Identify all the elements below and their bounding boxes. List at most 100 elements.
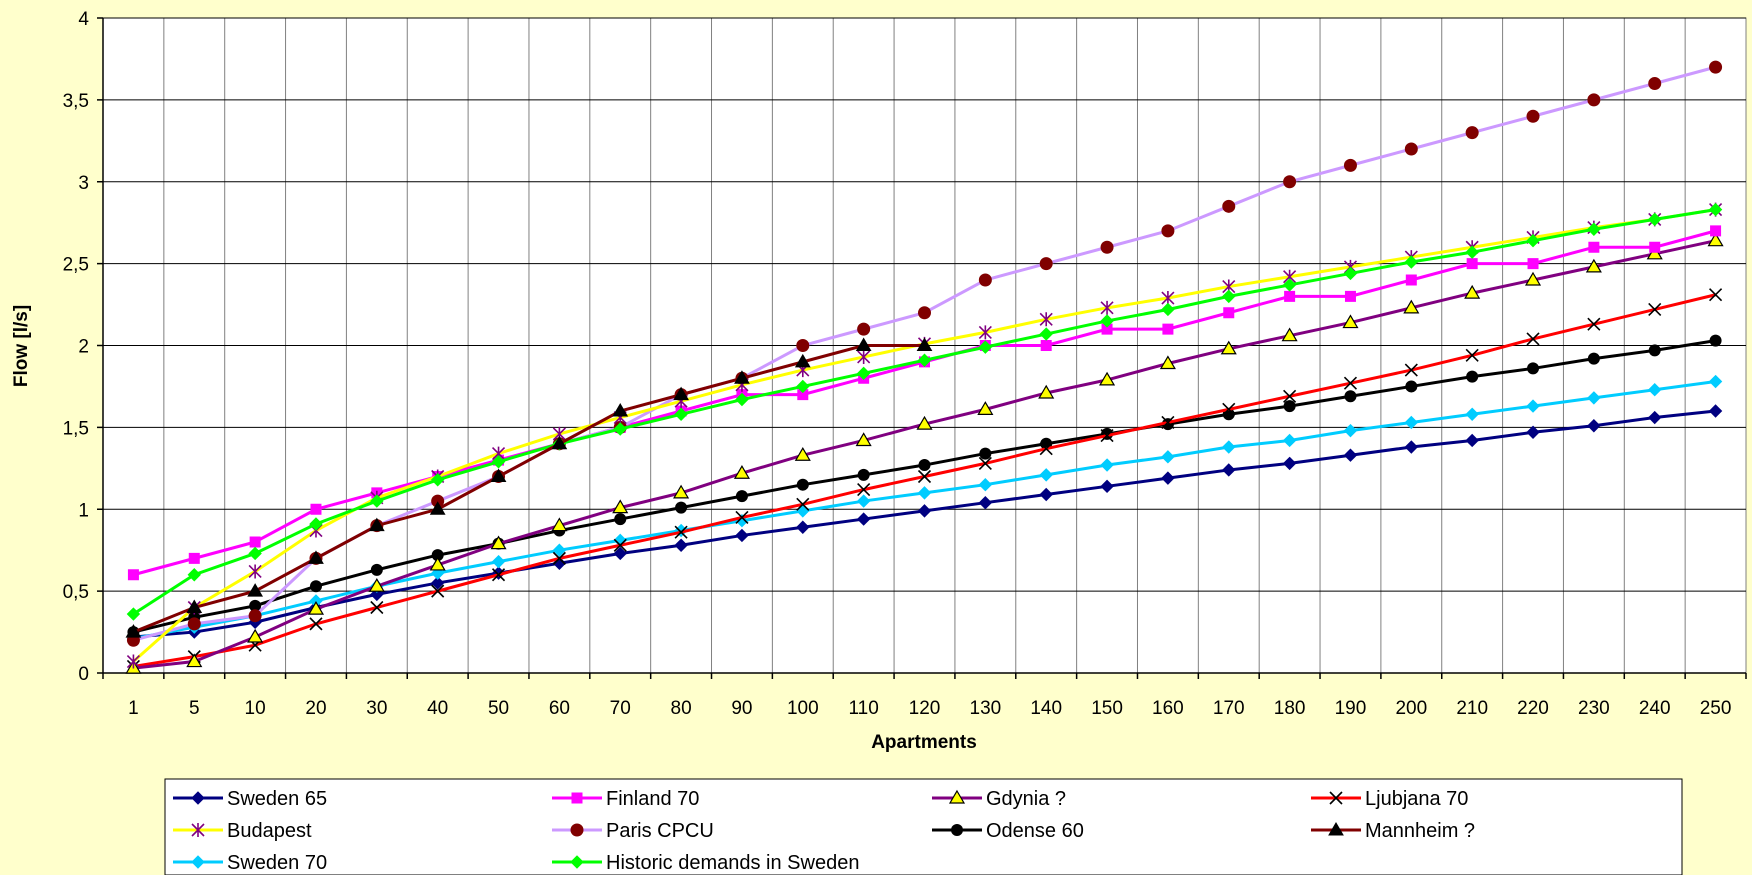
y-tick-label: 1 — [78, 500, 89, 521]
data-point — [430, 576, 445, 590]
data-point — [857, 468, 870, 481]
data-point — [1343, 158, 1357, 172]
data-point — [1710, 225, 1722, 237]
y-tick-label: 3 — [78, 173, 89, 194]
data-point — [370, 600, 384, 615]
data-point — [552, 543, 567, 557]
legend-swatch-marker — [570, 855, 584, 869]
data-point — [1465, 407, 1479, 421]
data-point — [1527, 258, 1539, 270]
data-point — [309, 580, 322, 593]
data-point — [1465, 433, 1479, 448]
x-tick-label: 210 — [1456, 698, 1488, 719]
legend-label: Sweden 70 — [227, 852, 327, 874]
y-tick-label: 2,5 — [63, 255, 89, 276]
data-point — [613, 546, 627, 561]
data-point — [1585, 258, 1602, 273]
data-point — [855, 337, 872, 351]
data-point — [916, 415, 933, 430]
data-point — [308, 550, 324, 564]
y-tick-label: 4 — [78, 9, 89, 30]
legend-label: Budapest — [227, 820, 312, 842]
x-tick-label: 110 — [848, 698, 878, 719]
data-point — [978, 495, 993, 510]
legend-swatch-marker — [191, 855, 205, 869]
data-point — [1099, 371, 1116, 386]
data-point — [1040, 340, 1052, 351]
data-point — [796, 478, 809, 491]
data-point — [1284, 290, 1296, 302]
data-point — [187, 568, 201, 582]
data-point — [1709, 334, 1722, 347]
data-point — [248, 609, 262, 623]
data-point — [1039, 257, 1053, 271]
data-point — [613, 422, 627, 436]
data-point — [1342, 314, 1359, 329]
data-point — [126, 607, 141, 621]
data-point — [1587, 419, 1601, 433]
data-point — [248, 564, 262, 579]
data-point — [796, 520, 810, 534]
data-point — [1404, 255, 1419, 269]
data-point — [796, 339, 810, 352]
data-point — [247, 628, 264, 643]
data-point — [1282, 278, 1297, 292]
x-tick-label: 50 — [488, 698, 509, 719]
data-point — [916, 337, 933, 351]
data-point — [979, 447, 992, 460]
data-point — [1222, 440, 1236, 454]
series-line — [132, 344, 925, 634]
data-point — [1100, 240, 1114, 254]
data-point — [248, 546, 262, 561]
data-point — [1707, 232, 1724, 247]
x-tick-label: 1 — [128, 698, 139, 719]
data-point — [1587, 391, 1601, 405]
legend-label: Finland 70 — [606, 788, 699, 810]
data-point — [1159, 355, 1176, 370]
data-point — [978, 477, 993, 492]
legend-item: Gdynia ? — [932, 788, 1066, 810]
data-point — [1403, 299, 1420, 314]
x-tick-label: 240 — [1639, 698, 1671, 719]
data-point — [1343, 423, 1358, 438]
data-point — [490, 535, 507, 550]
data-point — [918, 459, 931, 472]
data-point — [1708, 404, 1723, 418]
data-point — [796, 497, 810, 511]
data-point — [794, 447, 811, 461]
data-point — [126, 654, 140, 669]
y-axis-ticks: 0 0,5 1 1,5 2 2,5 3 3,5 4 — [63, 9, 103, 685]
data-point — [735, 392, 749, 407]
x-tick-label: 200 — [1395, 698, 1427, 719]
data-point — [1343, 448, 1358, 462]
data-point — [1587, 93, 1601, 107]
data-point — [1161, 471, 1175, 485]
series-layer — [125, 60, 1724, 674]
legend-box — [164, 778, 1683, 875]
legend-item: Paris CPCU — [552, 820, 714, 842]
data-point — [1222, 199, 1236, 213]
data-point — [1161, 450, 1175, 464]
legend-label: Paris CPCU — [606, 820, 714, 842]
x-tick-label: 70 — [610, 698, 631, 719]
data-point — [673, 484, 690, 499]
series-gdynia — [125, 232, 1724, 674]
y-tick-label: 0 — [78, 664, 89, 685]
x-tick-label: 40 — [427, 698, 448, 719]
data-point — [794, 353, 811, 368]
x-tick-label: 120 — [909, 698, 941, 719]
data-point — [491, 554, 506, 569]
data-point — [1162, 323, 1174, 335]
data-point — [797, 389, 809, 401]
legend-swatch-marker — [1328, 822, 1344, 836]
data-point — [857, 349, 871, 364]
data-point — [1344, 290, 1356, 302]
data-point — [674, 525, 688, 539]
data-point — [917, 486, 932, 500]
data-point — [917, 469, 932, 484]
data-point — [1405, 380, 1418, 393]
data-point — [1161, 415, 1175, 430]
data-point — [1222, 402, 1236, 416]
data-point — [1405, 274, 1417, 286]
